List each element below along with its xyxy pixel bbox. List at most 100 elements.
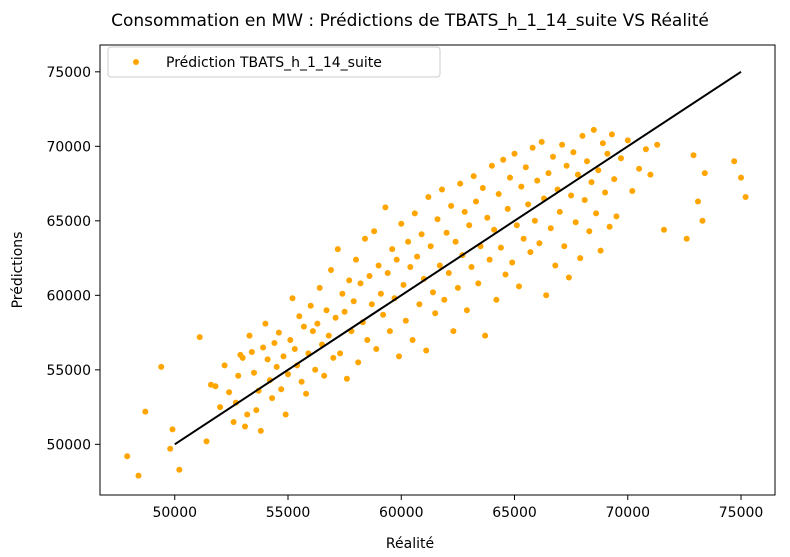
data-point — [561, 243, 568, 250]
data-point — [343, 375, 350, 382]
data-point — [529, 144, 536, 151]
data-point — [538, 138, 545, 145]
data-point — [509, 259, 516, 266]
data-point — [355, 359, 362, 366]
data-point — [507, 174, 513, 181]
data-point — [400, 281, 407, 288]
data-point — [525, 201, 532, 208]
data-point — [203, 438, 210, 445]
data-point — [253, 407, 260, 414]
data-point — [411, 210, 418, 217]
data-point — [586, 228, 593, 235]
y-tick-label: 70000 — [46, 139, 91, 155]
data-point — [321, 372, 328, 379]
data-point — [493, 296, 500, 303]
data-point — [353, 256, 359, 263]
data-point — [522, 164, 529, 171]
data-point — [441, 296, 448, 303]
data-point — [235, 372, 242, 379]
data-point — [642, 146, 649, 153]
data-point — [330, 354, 337, 361]
data-point — [443, 229, 450, 236]
data-point — [543, 292, 550, 299]
data-point — [364, 337, 371, 343]
data-point — [282, 411, 289, 418]
data-point — [577, 255, 584, 262]
data-point — [432, 310, 439, 317]
x-axis-ticks: 50000 55000 60000 65000 70000 75000 — [152, 495, 763, 521]
data-point — [196, 334, 203, 341]
data-point — [239, 354, 246, 361]
data-point — [287, 337, 294, 343]
x-tick-label: 55000 — [266, 505, 311, 521]
legend: Prédiction TBATS_h_1_14_suite — [107, 46, 441, 78]
data-point — [298, 378, 305, 385]
y-tick-label: 75000 — [46, 65, 91, 81]
data-point — [418, 231, 425, 238]
data-point — [357, 280, 364, 287]
data-point — [450, 328, 457, 335]
data-point — [579, 132, 586, 139]
data-point — [273, 363, 280, 370]
data-point — [513, 222, 520, 229]
y-tick-label: 65000 — [46, 214, 91, 230]
data-point — [226, 389, 233, 396]
data-point — [337, 350, 344, 357]
data-point — [565, 274, 572, 281]
data-point — [475, 280, 482, 287]
y-tick-label: 55000 — [46, 363, 91, 379]
data-point — [280, 353, 287, 360]
legend-marker — [133, 59, 139, 65]
data-point — [380, 311, 387, 318]
data-point — [382, 204, 389, 211]
data-point — [124, 453, 131, 460]
data-point — [260, 344, 267, 351]
data-point — [244, 411, 251, 418]
data-point — [563, 162, 570, 169]
data-point — [500, 156, 507, 163]
x-tick-label: 60000 — [379, 505, 424, 521]
data-point — [368, 301, 375, 308]
data-point — [291, 346, 298, 352]
data-point — [599, 140, 606, 147]
data-point — [396, 353, 402, 360]
data-point — [593, 210, 600, 217]
y-tick-label: 50000 — [46, 437, 91, 453]
data-point — [169, 426, 176, 433]
data-point — [683, 235, 690, 242]
data-point — [463, 307, 470, 314]
data-point — [574, 171, 581, 178]
data-point — [436, 262, 443, 269]
data-point — [484, 214, 491, 221]
data-point — [570, 149, 577, 156]
data-point — [488, 162, 495, 169]
data-point — [572, 219, 579, 226]
data-point — [536, 240, 543, 247]
data-point — [452, 238, 459, 245]
data-point — [262, 320, 269, 327]
data-point — [332, 314, 339, 321]
data-point — [176, 466, 183, 473]
data-point — [307, 302, 314, 309]
data-point — [314, 320, 321, 327]
data-point — [398, 220, 405, 227]
data-point — [350, 298, 357, 305]
data-point — [377, 290, 384, 297]
data-point — [695, 198, 701, 205]
data-point — [371, 228, 378, 235]
data-point — [409, 337, 416, 343]
plot-area — [99, 44, 776, 496]
data-point — [389, 246, 396, 253]
data-point — [346, 277, 353, 284]
data-point — [427, 243, 434, 250]
data-point — [618, 155, 624, 162]
data-point — [407, 264, 414, 270]
data-point — [699, 217, 706, 224]
data-point — [430, 289, 436, 296]
data-point — [527, 249, 534, 256]
data-point — [323, 307, 330, 314]
data-point — [300, 323, 307, 330]
data-point — [386, 328, 393, 335]
legend-box — [107, 46, 441, 78]
